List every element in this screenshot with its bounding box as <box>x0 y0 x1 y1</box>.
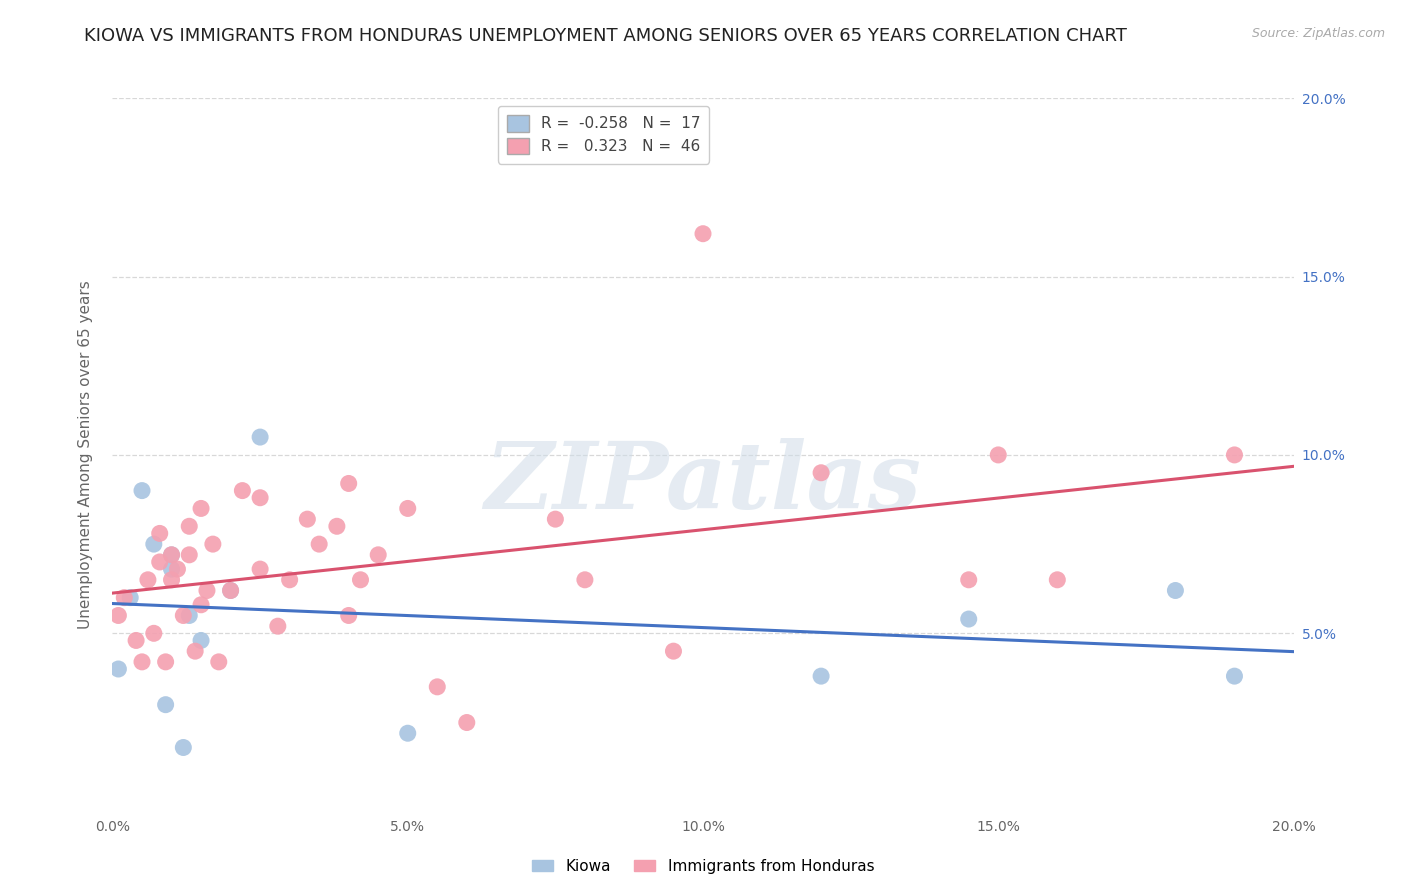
Point <box>278 573 301 587</box>
Point <box>112 591 135 605</box>
Point <box>1223 669 1246 683</box>
Point <box>987 448 1010 462</box>
Point <box>267 619 290 633</box>
Y-axis label: Unemployment Among Seniors over 65 years: Unemployment Among Seniors over 65 years <box>79 281 93 629</box>
Point <box>142 537 165 551</box>
Point <box>219 583 242 598</box>
Point <box>155 655 177 669</box>
Text: Source: ZipAtlas.com: Source: ZipAtlas.com <box>1251 27 1385 40</box>
Point <box>337 476 360 491</box>
Point <box>426 680 449 694</box>
Legend: R =  -0.258   N =  17, R =   0.323   N =  46: R = -0.258 N = 17, R = 0.323 N = 46 <box>498 106 710 163</box>
Point <box>125 633 148 648</box>
Point <box>308 537 330 551</box>
Point <box>184 644 207 658</box>
Point <box>142 626 165 640</box>
Point <box>692 227 714 241</box>
Point <box>231 483 253 498</box>
Point <box>107 608 129 623</box>
Point <box>120 591 142 605</box>
Point <box>195 583 218 598</box>
Point <box>155 698 177 712</box>
Point <box>957 573 980 587</box>
Point <box>179 519 201 533</box>
Point <box>1223 448 1246 462</box>
Point <box>456 715 478 730</box>
Point <box>172 608 194 623</box>
Point <box>249 562 271 576</box>
Point <box>249 430 271 444</box>
Point <box>208 655 231 669</box>
Point <box>149 555 172 569</box>
Point <box>1164 583 1187 598</box>
Point <box>574 573 596 587</box>
Point <box>367 548 389 562</box>
Point <box>326 519 349 533</box>
Point <box>160 573 183 587</box>
Point <box>396 501 419 516</box>
Point <box>349 573 371 587</box>
Point <box>131 483 153 498</box>
Point <box>957 612 980 626</box>
Point <box>160 548 183 562</box>
Point <box>160 548 183 562</box>
Text: ZIPatlas: ZIPatlas <box>485 439 921 528</box>
Point <box>131 655 153 669</box>
Point <box>160 562 183 576</box>
Point <box>396 726 419 740</box>
Point <box>190 633 212 648</box>
Point <box>810 466 832 480</box>
Legend: Kiowa, Immigrants from Honduras: Kiowa, Immigrants from Honduras <box>526 853 880 880</box>
Point <box>297 512 319 526</box>
Point <box>219 583 242 598</box>
Point <box>107 662 129 676</box>
Point <box>810 669 832 683</box>
Point <box>166 562 188 576</box>
Point <box>544 512 567 526</box>
Point <box>1046 573 1069 587</box>
Point <box>201 537 224 551</box>
Point <box>172 740 194 755</box>
Point <box>337 608 360 623</box>
Point <box>190 501 212 516</box>
Point <box>190 598 212 612</box>
Text: KIOWA VS IMMIGRANTS FROM HONDURAS UNEMPLOYMENT AMONG SENIORS OVER 65 YEARS CORRE: KIOWA VS IMMIGRANTS FROM HONDURAS UNEMPL… <box>84 27 1128 45</box>
Point <box>179 548 201 562</box>
Point <box>179 608 201 623</box>
Point <box>249 491 271 505</box>
Point <box>149 526 172 541</box>
Point <box>662 644 685 658</box>
Point <box>136 573 159 587</box>
